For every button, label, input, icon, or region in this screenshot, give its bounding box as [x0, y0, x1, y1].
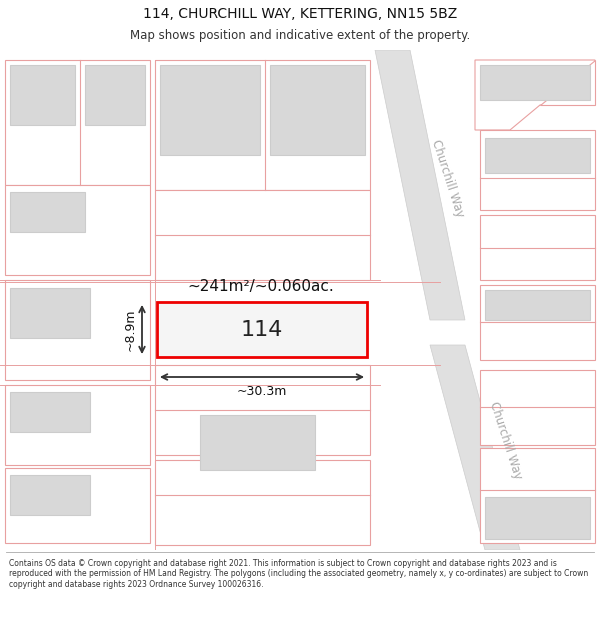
Bar	[270, 65, 365, 155]
Text: Churchill Way: Churchill Way	[430, 138, 467, 219]
Polygon shape	[540, 60, 595, 105]
Text: ~30.3m: ~30.3m	[237, 385, 287, 398]
Bar	[157, 302, 367, 357]
Text: Map shows position and indicative extent of the property.: Map shows position and indicative extent…	[130, 29, 470, 42]
Text: Churchill Way: Churchill Way	[487, 399, 524, 481]
Text: ~8.9m: ~8.9m	[124, 308, 137, 351]
Bar	[485, 290, 590, 320]
Text: ~241m²/~0.060ac.: ~241m²/~0.060ac.	[187, 279, 334, 294]
Bar	[5, 185, 150, 275]
Bar	[10, 392, 90, 432]
Polygon shape	[475, 60, 595, 130]
Bar	[155, 60, 370, 190]
Bar	[485, 497, 590, 539]
Text: 114: 114	[241, 319, 283, 339]
Bar	[480, 130, 595, 210]
Bar	[480, 215, 595, 280]
Bar	[10, 65, 75, 125]
Bar	[480, 370, 595, 445]
Bar	[85, 65, 145, 125]
Bar	[5, 385, 150, 465]
Bar	[480, 285, 595, 360]
Bar	[5, 468, 150, 543]
Bar	[155, 460, 370, 545]
Bar	[155, 190, 370, 280]
Bar	[10, 192, 85, 232]
Bar	[5, 280, 150, 380]
Bar	[200, 415, 315, 470]
Bar	[10, 288, 90, 338]
Bar	[485, 138, 590, 173]
Bar	[480, 65, 590, 100]
Bar	[5, 60, 150, 185]
Text: 114, CHURCHILL WAY, KETTERING, NN15 5BZ: 114, CHURCHILL WAY, KETTERING, NN15 5BZ	[143, 7, 457, 21]
Bar	[10, 475, 90, 515]
Bar	[155, 365, 370, 455]
Bar	[160, 65, 260, 155]
Text: Contains OS data © Crown copyright and database right 2021. This information is : Contains OS data © Crown copyright and d…	[9, 559, 588, 589]
Polygon shape	[430, 345, 520, 550]
Polygon shape	[375, 50, 465, 320]
Bar	[480, 448, 595, 543]
